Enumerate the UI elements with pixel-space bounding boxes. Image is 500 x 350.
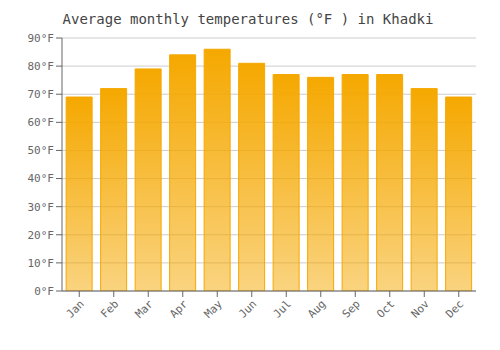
svg-text:40°F: 40°F	[28, 172, 55, 185]
svg-text:70°F: 70°F	[28, 88, 55, 101]
svg-text:May: May	[202, 297, 226, 321]
svg-text:90°F: 90°F	[28, 32, 55, 45]
svg-text:Jan: Jan	[64, 297, 87, 320]
svg-text:20°F: 20°F	[28, 229, 55, 242]
svg-text:Nov: Nov	[409, 297, 433, 321]
svg-text:80°F: 80°F	[28, 60, 55, 73]
svg-text:Feb: Feb	[98, 297, 121, 320]
svg-text:Apr: Apr	[167, 297, 191, 321]
svg-text:60°F: 60°F	[28, 116, 55, 129]
svg-text:Jun: Jun	[236, 297, 259, 320]
svg-text:Mar: Mar	[133, 297, 157, 321]
svg-text:Dec: Dec	[443, 297, 466, 320]
svg-text:30°F: 30°F	[28, 201, 55, 214]
svg-text:10°F: 10°F	[28, 257, 55, 270]
svg-text:Sep: Sep	[340, 297, 363, 320]
svg-text:Aug: Aug	[305, 297, 328, 320]
svg-text:50°F: 50°F	[28, 144, 55, 157]
svg-text:Oct: Oct	[374, 297, 397, 320]
svg-text:0°F: 0°F	[34, 285, 54, 298]
svg-text:Jul: Jul	[271, 297, 294, 320]
html-text:Average monthly temperatures (: Average monthly temperatures (°F ) in Kh…	[62, 11, 434, 27]
